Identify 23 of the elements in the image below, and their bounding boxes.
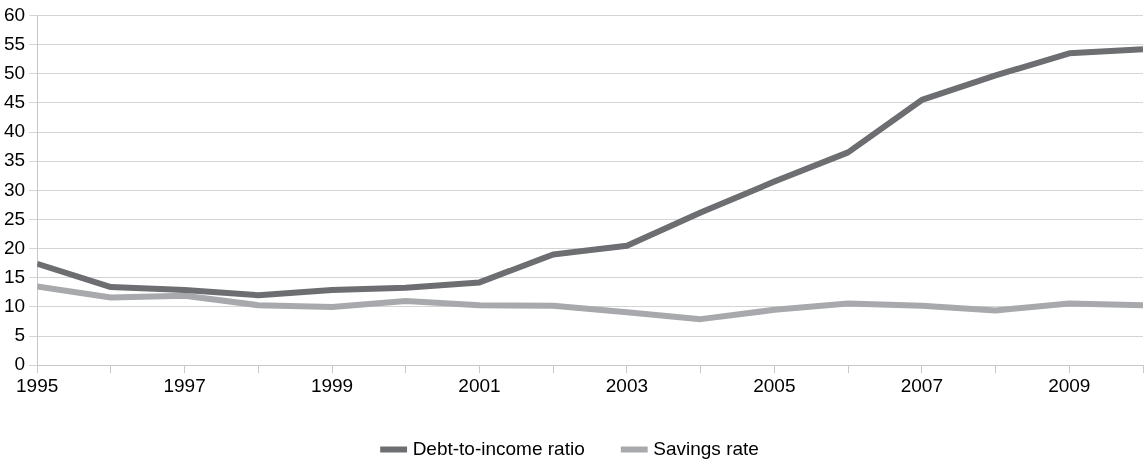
y-tick-label: 40 [3,120,26,142]
legend-label: Debt-to-income ratio [412,437,585,459]
y-tick-label: 20 [3,236,26,258]
y-tick-label: 50 [3,61,26,83]
x-tick-label: 1995 [15,374,59,396]
legend-label: Savings rate [653,437,759,459]
x-tick-label: 1999 [310,374,354,396]
y-tick-label: 25 [3,207,26,229]
y-tick-label: 10 [3,295,26,317]
y-tick-label: 30 [3,178,26,200]
x-tick-label: 2003 [605,374,649,396]
x-tick-label: 2001 [458,374,501,396]
y-tick-label: 45 [3,91,26,113]
y-tick-label: 60 [3,3,26,25]
x-tick-label: 2007 [900,374,943,396]
y-tick-label: 5 [14,324,26,346]
x-tick-label: 2009 [1048,374,1091,396]
y-tick-label: 0 [14,353,26,375]
x-tick-label: 2005 [753,374,796,396]
y-tick-label: 15 [3,265,26,287]
x-tick-label: 1997 [163,374,206,396]
y-tick-label: 55 [3,32,26,54]
y-tick-label: 35 [3,149,26,171]
